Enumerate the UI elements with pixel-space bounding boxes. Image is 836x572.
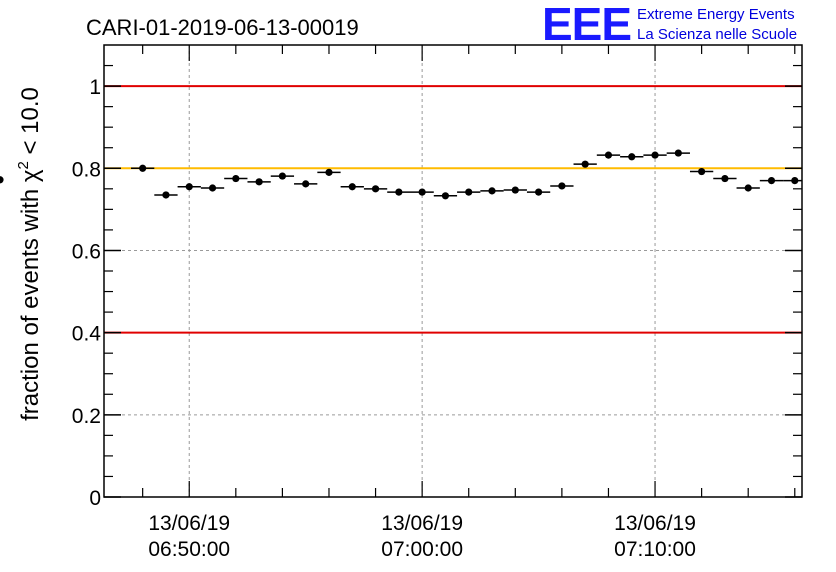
point-marker <box>255 178 263 186</box>
point-marker <box>139 164 147 172</box>
point-marker <box>162 191 170 199</box>
data-point <box>224 174 248 183</box>
data-point <box>689 167 714 176</box>
y-label-superscript: 2 <box>15 161 32 169</box>
point-marker <box>767 177 776 185</box>
data-point <box>736 184 760 192</box>
point-marker <box>791 177 799 185</box>
y-axis-label: fraction of events with χ2 < 10.0 <box>7 87 44 421</box>
grid <box>104 45 802 497</box>
run-title: CARI-01-2019-06-13-00019 <box>86 15 359 40</box>
data-point <box>387 188 411 196</box>
point-marker <box>418 188 426 196</box>
data-point <box>643 151 667 159</box>
data-point <box>340 183 364 191</box>
y-tick-label: 1 <box>89 76 101 99</box>
point-marker <box>534 188 543 196</box>
point-marker <box>488 187 496 195</box>
data-point <box>713 174 737 183</box>
y-tick-labels: 0 0.2 0.4 0.6 0.8 1 <box>72 76 102 510</box>
y-tick-label: 0 <box>89 487 101 510</box>
data-point <box>666 149 690 157</box>
data-point <box>596 151 621 159</box>
data-point <box>247 178 271 186</box>
y-label-chi: χ <box>17 169 44 182</box>
y-label-prefix: fraction of events with <box>17 189 44 421</box>
data-point <box>433 192 458 200</box>
data-point <box>457 188 481 196</box>
point-marker <box>348 183 356 191</box>
data-point <box>270 172 295 180</box>
point-marker <box>395 188 403 196</box>
point-marker <box>651 151 659 159</box>
logo-mark: EEE <box>542 0 631 50</box>
data-point <box>131 164 155 172</box>
y-label-suffix: < 10.0 <box>17 87 44 154</box>
point-marker <box>558 182 566 190</box>
logo-line-2: La Scienza nelle Scuole <box>637 26 797 43</box>
x-tick-time-label: 06:50:00 <box>148 538 230 561</box>
point-marker <box>465 188 473 196</box>
point-marker <box>441 192 450 200</box>
eee-logo: EEE Extreme Energy Events La Scienza nel… <box>542 0 797 50</box>
y-tick-label: 0.6 <box>72 240 101 263</box>
point-marker <box>278 172 287 180</box>
x-tick-date-label: 13/06/19 <box>148 512 230 535</box>
reference-lines <box>104 85 802 334</box>
axis-ticks <box>104 45 802 498</box>
x-tick-labels: 13/06/19 06:50:00 13/06/19 07:00:00 13/06/19… <box>148 512 696 561</box>
point-marker <box>581 160 589 168</box>
data-point <box>480 187 504 195</box>
data-point <box>200 184 225 192</box>
data-point <box>620 153 644 161</box>
point-marker <box>325 168 333 176</box>
point-marker <box>721 174 729 183</box>
data-point <box>783 177 802 185</box>
point-marker <box>628 153 636 161</box>
point-marker <box>185 183 193 191</box>
data-point <box>573 160 597 168</box>
point-marker <box>208 184 217 192</box>
data-point <box>526 188 551 196</box>
x-tick-date-label: 13/06/19 <box>614 512 696 535</box>
logo-line-1: Extreme Energy Events <box>637 6 795 23</box>
data-point <box>317 168 341 176</box>
data-point <box>550 182 574 190</box>
point-marker <box>744 184 752 192</box>
y-tick-label: 0.4 <box>72 323 102 346</box>
data-point <box>0 176 4 184</box>
data-points <box>0 149 802 200</box>
data-point <box>363 185 388 193</box>
data-point <box>154 191 178 199</box>
point-marker <box>371 185 380 193</box>
point-marker <box>674 149 682 157</box>
x-tick-date-label: 13/06/19 <box>381 512 463 535</box>
data-point <box>503 186 527 194</box>
point-marker <box>604 151 613 159</box>
point-marker <box>511 186 519 194</box>
data-point <box>177 183 201 191</box>
data-point <box>294 180 318 188</box>
x-tick-time-label: 07:00:00 <box>381 538 463 561</box>
point-marker <box>698 167 706 176</box>
plot-frame <box>103 44 803 498</box>
point-marker <box>302 180 310 188</box>
point-marker <box>0 176 4 184</box>
data-point <box>759 177 784 185</box>
data-point <box>410 188 434 196</box>
point-marker <box>232 174 240 183</box>
y-tick-label: 0.8 <box>72 158 101 181</box>
y-tick-label: 0.2 <box>72 405 101 428</box>
x-tick-time-label: 07:10:00 <box>614 538 696 561</box>
